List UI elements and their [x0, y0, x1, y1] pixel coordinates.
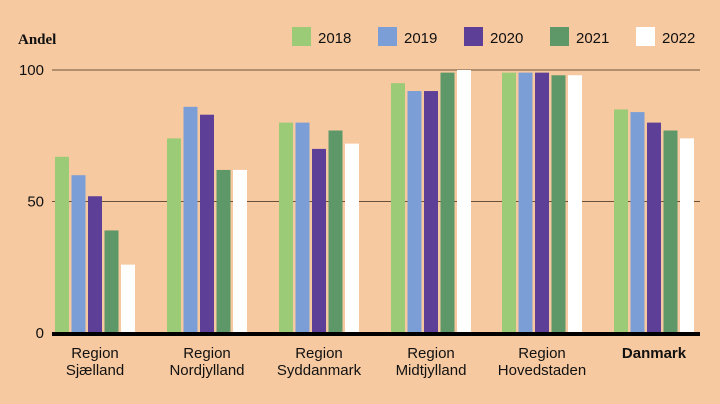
bar-2022-1 — [233, 169, 247, 333]
bar-2021-0 — [104, 230, 119, 333]
category-label: Midtjylland — [396, 362, 467, 379]
legend: 2018 2019 2020 2021 2022 — [292, 27, 695, 47]
category-label: Danmark — [622, 345, 687, 362]
bar-2022-2 — [345, 143, 359, 333]
bar-2022-0 — [121, 264, 135, 333]
category-label: Nordjylland — [169, 362, 244, 379]
gridlines: 0 50 100 — [19, 62, 700, 342]
legend-swatch-2020 — [464, 27, 483, 46]
category-label: Syddanmark — [277, 362, 362, 379]
bar-2021-1 — [216, 169, 231, 333]
bar-2021-4 — [551, 75, 566, 333]
bar-2020-5 — [647, 122, 661, 333]
bar-2018-1 — [167, 138, 181, 333]
y-axis-label: Andel — [18, 32, 56, 48]
bar-2020-0 — [88, 196, 102, 333]
category-label: Sjælland — [66, 362, 124, 379]
bars — [55, 70, 694, 334]
legend-label: 2018 — [318, 30, 351, 47]
legend-swatch-2018 — [292, 27, 311, 46]
bar-2019-5 — [630, 112, 645, 333]
bar-2020-2 — [312, 148, 326, 333]
x-axis-line — [52, 332, 700, 336]
bar-2018-0 — [55, 156, 69, 333]
y-tick-label: 0 — [36, 325, 44, 342]
bar-2019-4 — [518, 72, 533, 333]
bar-2019-2 — [295, 122, 310, 333]
legend-swatch-2021 — [550, 27, 569, 46]
bar-2021-2 — [328, 130, 343, 333]
category-label: Region — [183, 345, 231, 362]
bar-2021-5 — [663, 130, 678, 333]
bar-2021-3 — [440, 72, 455, 333]
bar-2020-3 — [424, 91, 438, 333]
y-tick-label: 50 — [27, 194, 44, 211]
bar-2020-4 — [535, 72, 549, 333]
bar-2019-3 — [407, 91, 422, 333]
category-label: Hovedstaden — [498, 362, 586, 379]
bar-2022-5 — [680, 138, 694, 333]
category-label: Region — [407, 345, 455, 362]
category-label: Region — [295, 345, 343, 362]
y-tick-label: 100 — [19, 62, 44, 79]
bar-2019-1 — [183, 106, 198, 333]
legend-label: 2019 — [404, 30, 437, 47]
bar-2019-0 — [71, 175, 86, 333]
legend-label: 2020 — [490, 30, 523, 47]
legend-swatch-2019 — [378, 27, 397, 46]
legend-label: 2022 — [662, 30, 695, 47]
bar-2022-3 — [457, 70, 471, 333]
category-label: Region — [71, 345, 119, 362]
bar-2018-3 — [391, 83, 405, 334]
category-labels: RegionSjællandRegionNordjyllandRegionSyd… — [66, 345, 687, 379]
legend-label: 2021 — [576, 30, 609, 47]
category-label: Region — [518, 345, 566, 362]
bar-2018-4 — [502, 72, 516, 333]
bar-2018-2 — [279, 122, 293, 333]
bar-2022-4 — [568, 75, 582, 333]
legend-swatch-2022 — [636, 27, 655, 46]
bar-2018-5 — [614, 109, 628, 333]
bar-2020-1 — [200, 114, 214, 334]
x-axis — [52, 332, 700, 336]
